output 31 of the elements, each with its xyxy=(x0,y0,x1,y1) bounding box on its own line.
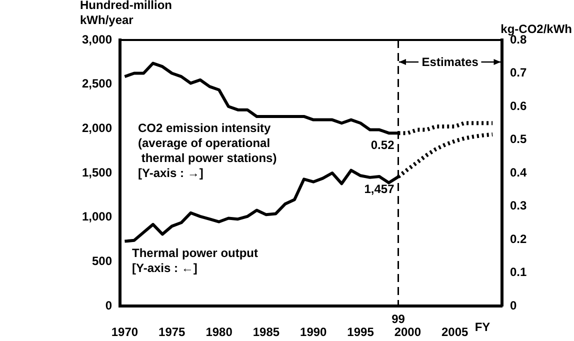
x-tick-label: 2000 xyxy=(394,324,422,339)
annotation: CO2 emission intensity (average of operational thermal power stations) [Y-axis : →] xyxy=(138,121,277,180)
annotation: Estimates xyxy=(422,55,479,69)
x-tick-label: 2005 xyxy=(441,324,469,339)
y-tick-label: 1,500 xyxy=(82,165,112,180)
y-tick-label: 1,000 xyxy=(82,210,112,224)
y-axis-title: Hundred-million kWh/year xyxy=(80,0,172,27)
y2-tick-label: 0.1 xyxy=(510,265,528,280)
x-axis-title: FY xyxy=(474,320,490,334)
x-tick-label: 1985 xyxy=(252,324,280,339)
y2-tick-label: 0.5 xyxy=(510,132,528,146)
x-tick-label: 1980 xyxy=(206,324,233,339)
y2-tick-label: 0 xyxy=(510,298,517,312)
y-tick-label: 2,000 xyxy=(82,120,112,135)
x-tick-label: 1975 xyxy=(158,324,186,339)
x-tick-label: 1990 xyxy=(300,324,328,339)
annotation: Thermal power output [Y-axis : ←] xyxy=(132,246,258,275)
y-tick-label: 2,500 xyxy=(82,76,112,91)
x-tick-label: 1995 xyxy=(347,324,374,339)
y-tick-label: 3,000 xyxy=(82,32,112,46)
y2-tick-label: 0.2 xyxy=(510,232,528,246)
y2-tick-label: 0.4 xyxy=(510,165,528,180)
y2-tick-label: 0.3 xyxy=(510,198,528,213)
y2-tick-label: 0.7 xyxy=(510,66,528,80)
text: 99 xyxy=(392,312,406,326)
x-tick-label: 1970 xyxy=(111,324,138,339)
y2-tick-label: 0.6 xyxy=(510,98,528,113)
data-label: 1,457 xyxy=(364,182,395,196)
y-tick-label: 500 xyxy=(92,254,112,268)
y-tick-label: 0 xyxy=(105,298,112,312)
data-label: 0.52 xyxy=(370,138,395,152)
